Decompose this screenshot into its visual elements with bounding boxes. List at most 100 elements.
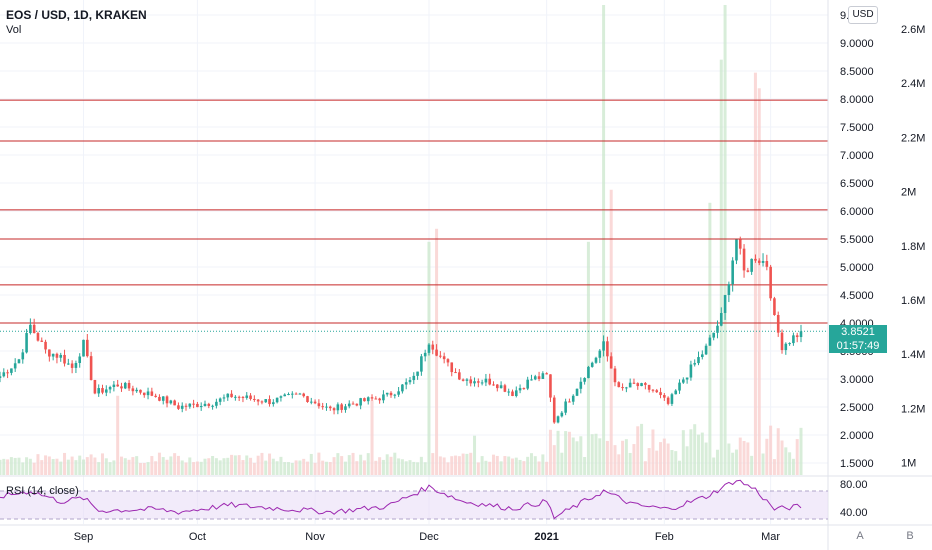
volume-bar xyxy=(416,462,420,475)
candle-body xyxy=(511,391,514,397)
volume-bar xyxy=(241,460,245,475)
volume-bar xyxy=(184,462,188,475)
volume-bar xyxy=(230,454,234,475)
volume-bar xyxy=(13,457,17,475)
auto-scale-button[interactable]: A xyxy=(856,530,864,542)
rsi-indicator-label[interactable]: RSI (14, close) xyxy=(6,485,79,497)
volume-bar xyxy=(598,438,602,475)
candle-body xyxy=(317,403,321,407)
volume-bar xyxy=(321,460,325,475)
candle-body xyxy=(0,376,2,378)
candle-body xyxy=(104,389,108,393)
volume-bar xyxy=(662,438,666,475)
candle-body xyxy=(587,366,590,379)
volume-bar xyxy=(678,460,682,475)
volume-bar xyxy=(567,431,571,475)
candle-body xyxy=(640,383,643,387)
volume-bar xyxy=(586,241,590,475)
volume-bar xyxy=(135,456,139,475)
volume-bar xyxy=(632,444,636,475)
candle-body xyxy=(139,389,142,393)
volume-bar xyxy=(207,458,211,475)
price-tick-label: 6.0000 xyxy=(840,206,874,218)
volume-bar xyxy=(552,445,556,475)
candle-body xyxy=(374,398,378,400)
symbol-title[interactable]: EOS / USD, 1D, KRAKEN xyxy=(6,8,147,22)
candle-body xyxy=(613,368,617,383)
candle-body xyxy=(180,405,184,409)
candle-body xyxy=(275,397,279,403)
candle-body xyxy=(761,261,765,263)
candle-body xyxy=(196,403,199,408)
volume-tick-label: 1.8M xyxy=(901,241,925,253)
candle-body xyxy=(776,314,780,333)
volume-bar xyxy=(305,461,309,475)
volume-bar xyxy=(332,457,336,475)
volume-label[interactable]: Vol xyxy=(6,24,22,36)
candle-body xyxy=(385,392,389,395)
volume-bar xyxy=(522,461,526,475)
candle-body xyxy=(674,390,678,395)
volume-bar xyxy=(279,456,283,475)
volume-bar xyxy=(119,456,123,475)
candle-body xyxy=(165,396,169,404)
volume-bar xyxy=(192,462,196,475)
candle-body xyxy=(723,295,727,314)
candle-body xyxy=(522,388,526,390)
volume-bar xyxy=(510,458,514,475)
rsi-tick-label: 40.00 xyxy=(840,507,868,519)
candle-body xyxy=(454,372,457,374)
candle-body xyxy=(636,383,640,387)
volume-bar xyxy=(252,462,256,475)
price-tick-label: 8.0000 xyxy=(840,94,874,106)
volume-bar xyxy=(712,457,716,475)
volume-bar xyxy=(651,429,655,475)
volume-bar xyxy=(655,450,659,475)
candle-body xyxy=(78,356,82,363)
volume-tick-label: 1.2M xyxy=(901,403,925,415)
candle-body xyxy=(120,386,123,389)
volume-bar xyxy=(55,458,59,475)
candle-body xyxy=(700,354,704,358)
volume-bar xyxy=(670,450,674,475)
volume-bar xyxy=(647,448,651,475)
candle-body xyxy=(564,401,567,413)
candle-body xyxy=(757,260,761,263)
volume-bar xyxy=(17,457,21,475)
volume-bar xyxy=(362,460,366,475)
volume-bar xyxy=(347,455,351,475)
volume-bar xyxy=(583,456,587,475)
candle-body xyxy=(655,390,659,393)
volume-bar xyxy=(199,461,203,475)
volume-bar xyxy=(791,458,795,475)
volume-bar xyxy=(765,438,769,475)
price-tick-label: 1.5000 xyxy=(840,458,874,470)
volume-bar xyxy=(643,461,647,475)
volume-bar xyxy=(21,462,25,475)
candle-body xyxy=(750,258,753,272)
log-scale-button[interactable]: B xyxy=(906,530,914,542)
candle-body xyxy=(199,405,203,408)
currency-badge[interactable]: USD xyxy=(848,6,878,24)
volume-bar xyxy=(575,441,579,475)
candle-body xyxy=(594,357,598,363)
candle-body xyxy=(363,398,366,402)
volume-bar xyxy=(237,455,241,475)
volume-bar xyxy=(693,424,697,475)
candle-body xyxy=(773,298,776,315)
volume-bar xyxy=(537,461,541,475)
volume-bar xyxy=(150,456,154,475)
candle-body xyxy=(328,406,332,409)
time-tick-label: Sep xyxy=(74,531,94,543)
candle-body xyxy=(754,258,757,261)
candle-body xyxy=(420,356,423,372)
candle-body xyxy=(670,394,674,404)
candle-body xyxy=(598,350,602,358)
candle-body xyxy=(583,378,586,382)
volume-bar xyxy=(9,457,13,475)
candle-body xyxy=(234,396,237,398)
volume-bar xyxy=(397,458,401,475)
price-tick-label: 6.5000 xyxy=(840,178,874,190)
countdown-timer: 01:57:49 xyxy=(836,340,880,352)
